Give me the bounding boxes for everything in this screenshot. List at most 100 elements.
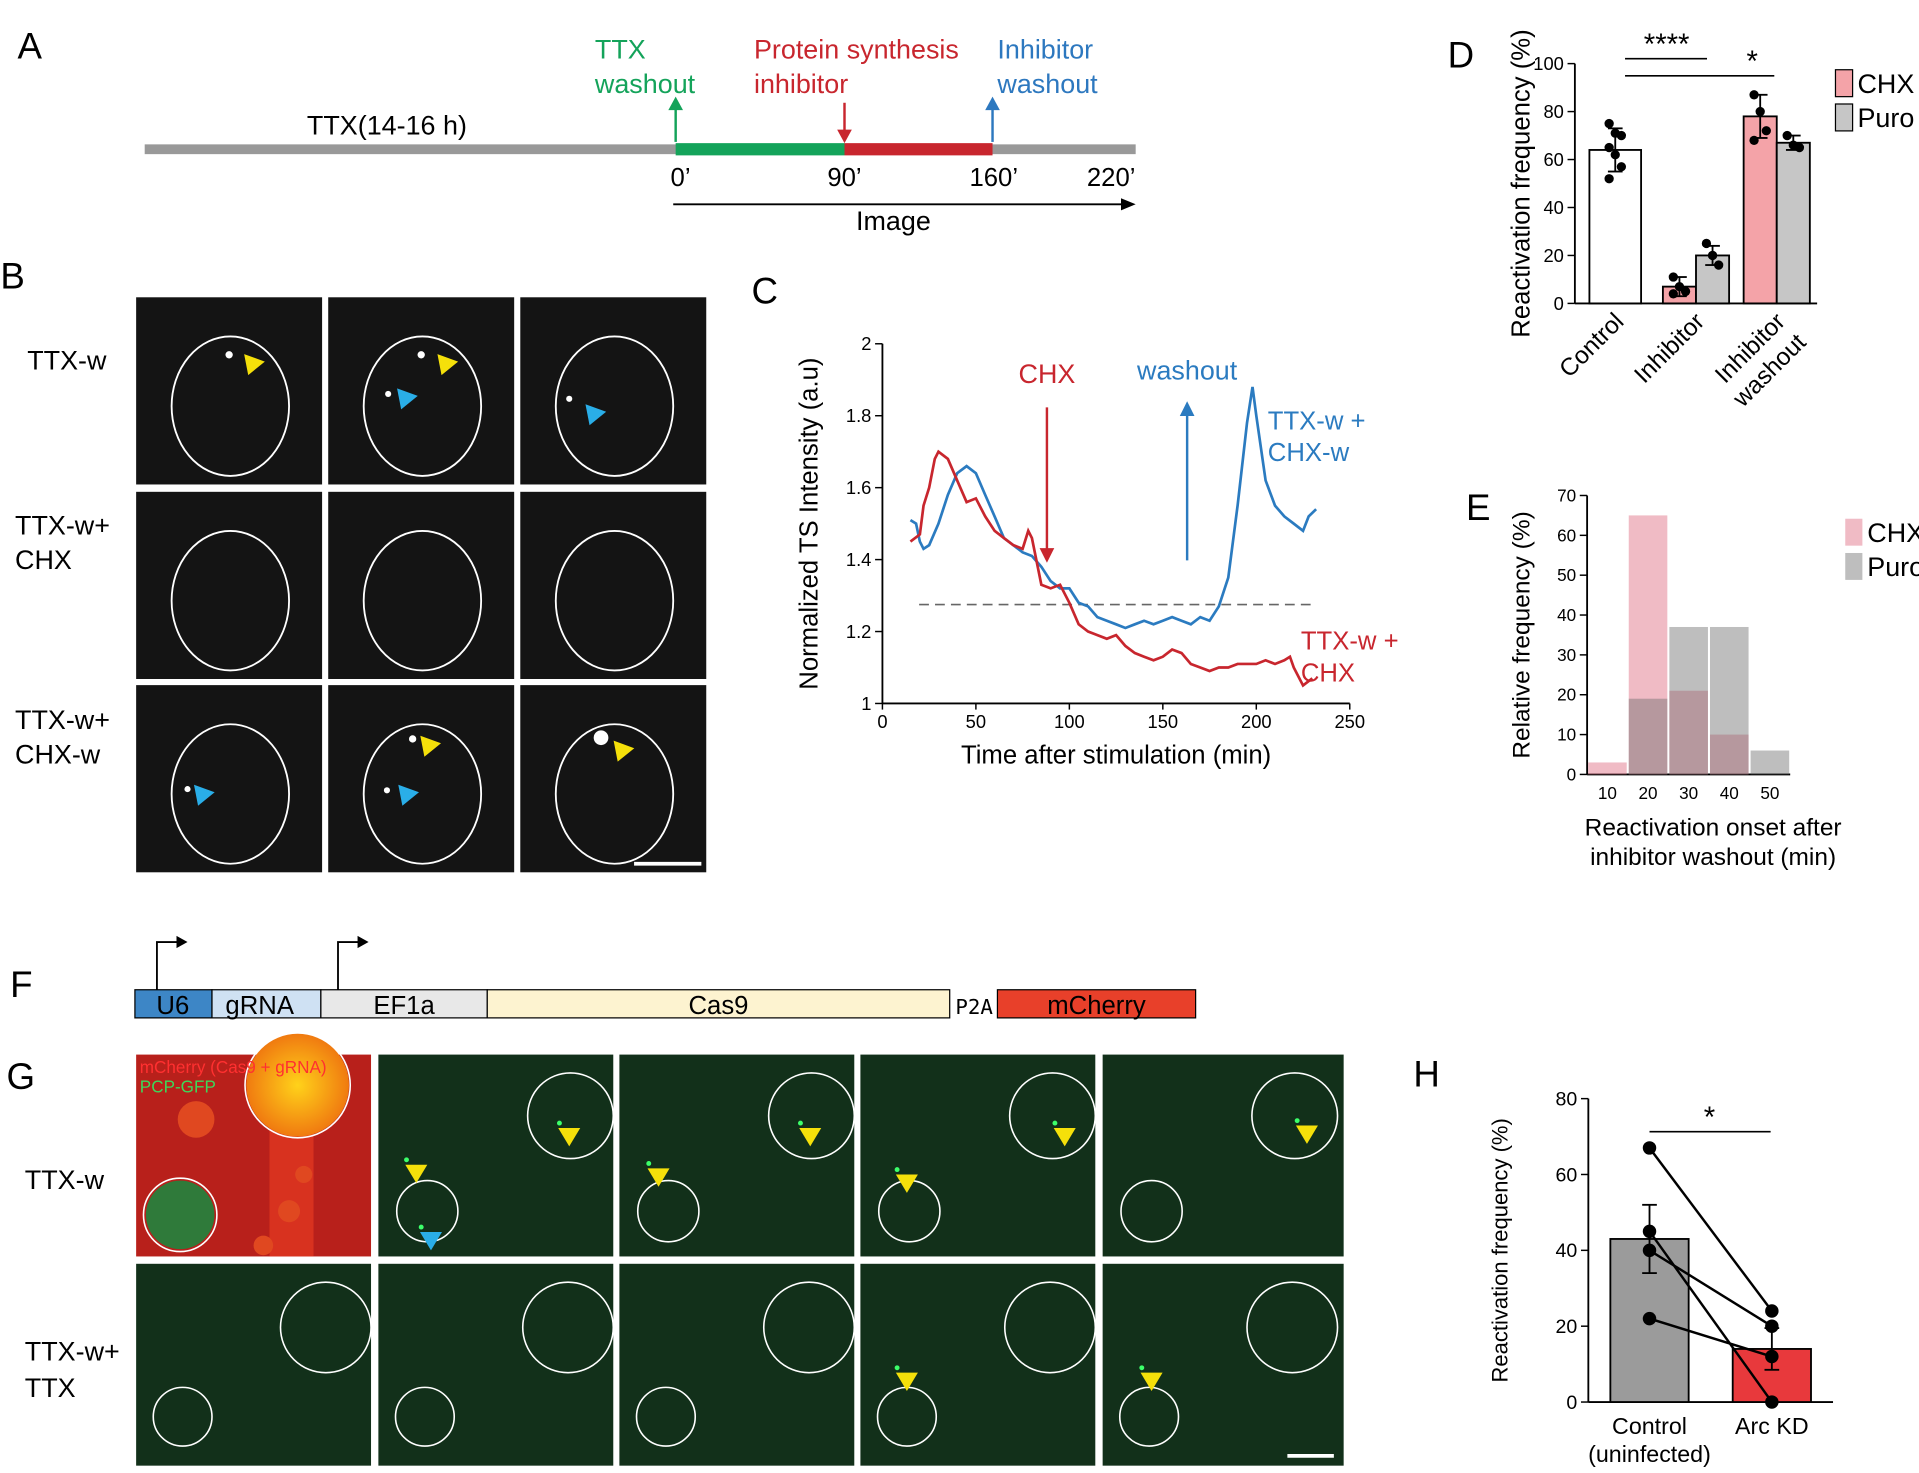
channel-label: mCherry (Cas9 + gRNA) bbox=[140, 1058, 327, 1077]
ts-spot bbox=[1052, 1120, 1058, 1126]
x-tick-label-line: Control bbox=[1612, 1413, 1687, 1439]
red-blob bbox=[295, 1165, 313, 1184]
legend-swatch bbox=[1834, 103, 1854, 132]
ts-spot bbox=[646, 1161, 652, 1166]
nucleus-outline bbox=[170, 723, 290, 865]
y-tick-label: 40 bbox=[1543, 197, 1563, 218]
event-arrowhead bbox=[668, 96, 684, 111]
bar bbox=[1588, 762, 1627, 775]
nucleus-outline bbox=[362, 723, 483, 865]
micrograph bbox=[860, 1263, 1096, 1466]
x-tick-label: 30 bbox=[1679, 784, 1698, 803]
x-tick-label: 0 bbox=[877, 711, 887, 732]
promoter-arrowhead bbox=[357, 935, 369, 949]
series-label: TTX-w + CHX bbox=[1301, 628, 1399, 688]
micrograph bbox=[520, 491, 707, 679]
micrograph bbox=[619, 1054, 855, 1257]
panel-label: B bbox=[0, 256, 24, 297]
nucleus-outline bbox=[362, 530, 483, 672]
y-tick-label: 60 bbox=[1557, 526, 1576, 545]
nucleus-outline bbox=[636, 1179, 700, 1243]
micrograph bbox=[619, 1263, 855, 1466]
row-label: TTX-w+ TTX bbox=[25, 1336, 120, 1403]
arrowhead bbox=[799, 1127, 822, 1147]
ts-spot bbox=[418, 1224, 424, 1230]
y-tick-label: 80 bbox=[1543, 101, 1563, 122]
x-tick-label: Inhibitorwashout bbox=[1707, 308, 1812, 413]
micrograph bbox=[1102, 1263, 1344, 1466]
micrograph bbox=[136, 297, 323, 485]
micrograph bbox=[1102, 1054, 1344, 1257]
arrowhead bbox=[895, 1174, 918, 1193]
significance-label: * bbox=[1747, 45, 1758, 78]
data-point bbox=[1604, 142, 1614, 153]
y-tick-label: 50 bbox=[1557, 566, 1576, 585]
ts-spot bbox=[383, 787, 390, 794]
arrowhead bbox=[895, 1372, 918, 1392]
ts-spot bbox=[385, 390, 392, 398]
y-tick-label: 20 bbox=[1556, 1316, 1578, 1338]
data-point bbox=[1680, 286, 1691, 297]
x-tick-label: Control (uninfected) bbox=[1588, 1413, 1711, 1467]
x-tick-label: 150 bbox=[1148, 711, 1179, 732]
nucleus-outline bbox=[554, 335, 675, 477]
arrowhead bbox=[405, 1164, 428, 1184]
data-point bbox=[1707, 250, 1718, 261]
micrograph bbox=[136, 1263, 372, 1466]
y-tick-label: 1 bbox=[861, 693, 871, 714]
construct-label: EF1a bbox=[373, 992, 435, 1020]
y-tick-label: 0 bbox=[1567, 765, 1577, 784]
timeline-tick: 90’ bbox=[827, 164, 861, 192]
y-tick-label: 20 bbox=[1543, 245, 1563, 266]
construct-element bbox=[320, 989, 488, 1019]
ts-spot bbox=[1294, 1118, 1300, 1124]
red-blob bbox=[278, 1200, 301, 1223]
row-label: TTX-w bbox=[27, 345, 107, 375]
nucleus-outline bbox=[362, 335, 483, 477]
ts-spot bbox=[417, 351, 425, 359]
panel-label: E bbox=[1466, 487, 1490, 528]
x-axis-label-line: Reactivation onset after bbox=[1585, 815, 1842, 842]
legend-swatch bbox=[1845, 552, 1863, 580]
data-point bbox=[1714, 260, 1724, 270]
nucleus-outline bbox=[1118, 1386, 1180, 1447]
legend-label: Puro bbox=[1867, 552, 1919, 582]
y-tick-label: 100 bbox=[1533, 53, 1564, 74]
y-tick-label: 80 bbox=[1556, 1088, 1578, 1110]
promoter-arrow bbox=[337, 941, 361, 990]
series-line bbox=[909, 449, 1314, 688]
panel-label: H bbox=[1413, 1053, 1440, 1094]
nucleus-outline bbox=[554, 723, 675, 865]
timeline-event: TTX washout bbox=[594, 35, 696, 99]
data-point bbox=[1604, 118, 1614, 129]
micrograph bbox=[520, 297, 707, 485]
y-axis-label: Reactivation frequency (%) bbox=[1508, 29, 1536, 337]
y-tick-label: 1.8 bbox=[846, 405, 872, 426]
x-tick-label: 200 bbox=[1241, 711, 1272, 732]
arrowhead bbox=[647, 1168, 670, 1187]
y-tick-label: 0 bbox=[1566, 1392, 1577, 1414]
y-tick-label: 1.4 bbox=[846, 549, 872, 570]
timeline-ttx-washout bbox=[675, 143, 845, 156]
arrowhead bbox=[193, 784, 215, 806]
annotation-arrowhead bbox=[1179, 401, 1195, 416]
arrowhead bbox=[398, 784, 419, 806]
bar bbox=[1709, 626, 1749, 775]
bar bbox=[1750, 750, 1790, 775]
series-label-line: TTX-w + bbox=[1268, 407, 1366, 435]
y-axis-label: Normalized TS Intensity (a.u) bbox=[796, 358, 824, 690]
image-label: Image bbox=[856, 206, 931, 236]
x-tick-label: Inhibitor bbox=[1629, 308, 1710, 389]
row-label-line: TTX-w+ bbox=[25, 1336, 120, 1366]
promoter-arrow bbox=[156, 941, 179, 990]
bar bbox=[1709, 734, 1749, 775]
row-label-line: TTX-w+ bbox=[15, 511, 110, 541]
nucleus-outline bbox=[767, 1072, 856, 1160]
y-tick-label: 1.6 bbox=[846, 477, 872, 498]
bar bbox=[1588, 149, 1643, 305]
x-tick-label-line: (uninfected) bbox=[1588, 1441, 1711, 1467]
micrograph bbox=[328, 685, 515, 873]
construct-element bbox=[134, 989, 213, 1019]
data-point bbox=[1604, 174, 1614, 184]
timeline-event: Protein synthesis inhibitor bbox=[754, 35, 959, 99]
